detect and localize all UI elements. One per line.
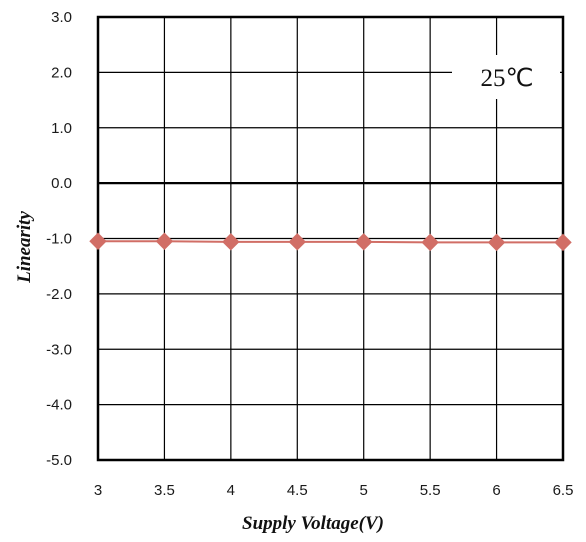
data-point-marker [355, 233, 373, 251]
data-point-marker [222, 233, 240, 251]
y-tick-label: -5.0 [46, 452, 72, 469]
y-tick-label: -4.0 [46, 397, 72, 414]
annotation-box [452, 55, 560, 99]
y-tick-label: 2.0 [51, 64, 72, 81]
data-point-marker [554, 233, 572, 252]
data-point-marker [288, 233, 306, 251]
x-tick-label: 3.5 [154, 482, 175, 499]
y-tick-label: 3.0 [51, 9, 72, 26]
x-tick-label: 6 [492, 482, 500, 499]
x-axis-title: Supply Voltage(V) [242, 513, 384, 534]
tick-label-layer: 3 3.5 4 4.5 5 5.5 6 6.5 3.0 2.0 1.0 0.0 -1.0 -2.0 -3.0… [46, 9, 573, 499]
y-tick-label: -2.0 [46, 286, 72, 303]
y-tick-label: 0.0 [51, 175, 72, 192]
x-tick-label: 5 [360, 482, 368, 499]
x-tick-label: 5.5 [420, 482, 441, 499]
y-tick-label: 1.0 [51, 120, 72, 137]
temperature-annotation: 25℃ [480, 65, 533, 92]
data-point-marker [421, 233, 439, 252]
x-tick-label: 6.5 [553, 482, 574, 499]
annotation-box-layer [452, 55, 560, 99]
x-tick-label: 3 [94, 482, 102, 499]
y-tick-label: -1.0 [46, 231, 72, 248]
data-point-marker [89, 232, 107, 250]
data-point-marker [487, 233, 506, 252]
series-layer [89, 232, 572, 252]
series-line [98, 240, 563, 244]
x-tick-label: 4 [227, 482, 235, 499]
y-tick-label: -3.0 [46, 341, 72, 358]
data-point-marker [155, 232, 174, 250]
x-tick-label: 4.5 [287, 482, 308, 499]
y-axis-title: Linearity [14, 211, 35, 284]
